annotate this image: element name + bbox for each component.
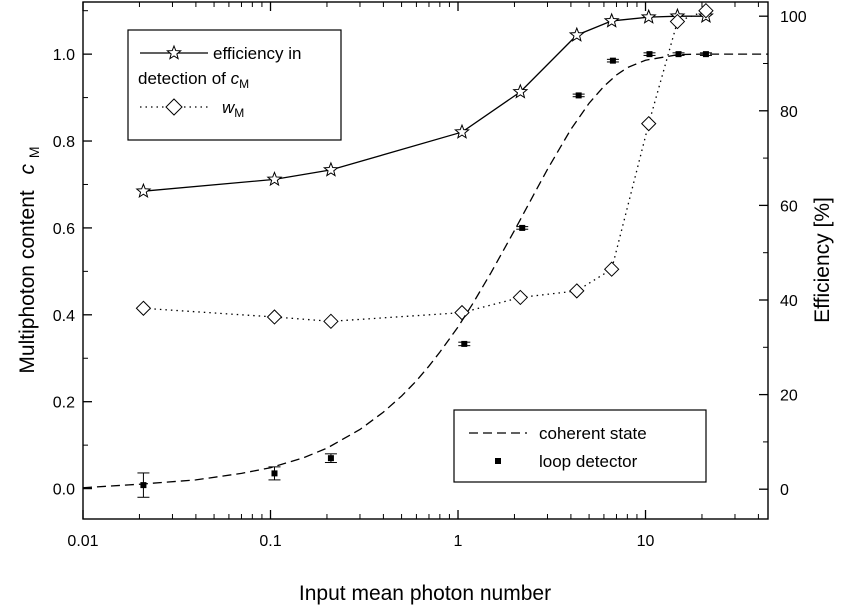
legend-efficiency-symbol: c — [231, 69, 240, 88]
y-right-tick-label: 0 — [780, 482, 789, 499]
y-right-axis-title: Efficiency [%] — [811, 197, 834, 323]
point-efficiency — [454, 123, 470, 139]
y-left-title-text: Multiphoton content — [16, 190, 39, 373]
x-tick-label: 10 — [637, 533, 655, 550]
point-loop — [575, 92, 582, 99]
legend-wm-symbol: w — [222, 98, 236, 117]
legend-loop-marker — [495, 458, 501, 464]
y-left-tick-label: 0.6 — [53, 221, 75, 238]
plot-frame — [82, 1, 769, 520]
series-line-coherent — [82, 53, 768, 489]
point-loop — [646, 51, 653, 58]
legend-wm-label: wM — [222, 98, 244, 120]
legend-bottom-right-box — [453, 409, 707, 483]
legend-efficiency-subscript: M — [239, 77, 249, 91]
point-w_m — [698, 2, 714, 19]
point-w_m — [641, 115, 657, 132]
x-tick-label: 0.1 — [259, 533, 281, 550]
point-w_m — [512, 289, 529, 306]
legend-efficiency-label2: detection of — [138, 69, 231, 88]
point-loop — [271, 470, 278, 477]
y-left-title-symbol: c — [16, 163, 39, 174]
series-line-efficiency — [143, 15, 706, 192]
point-loop — [702, 51, 709, 58]
point-efficiency — [603, 12, 620, 28]
point-w_m — [569, 283, 585, 299]
point-efficiency — [512, 83, 529, 99]
y-right-title-text: Efficiency [%] — [811, 197, 834, 323]
y-left-axis-title: Multiphoton content c M — [16, 146, 42, 373]
x-axis-title: Input mean photon number — [299, 582, 551, 605]
y-left-tick-label: 0.4 — [53, 308, 75, 325]
y-right-tick-label: 60 — [780, 198, 798, 215]
point-loop — [140, 482, 147, 489]
y-left-tick-label: 1.0 — [53, 47, 75, 64]
y-right-tick-label: 20 — [780, 388, 798, 405]
point-w_m — [669, 13, 686, 30]
y-right-tick-label: 80 — [780, 104, 798, 121]
point-w_m — [266, 309, 283, 325]
y-right-tick-label: 100 — [780, 9, 807, 26]
point-efficiency — [568, 26, 585, 42]
legend-wm-subscript: M — [234, 106, 244, 120]
series-layer — [82, 2, 768, 498]
point-w_m — [135, 300, 152, 316]
y-left-title-subscript: M — [26, 146, 42, 158]
legend-coherent-label: coherent state — [539, 424, 647, 443]
point-w_m — [454, 304, 470, 321]
series-line-w_m — [143, 10, 707, 322]
legend-efficiency-label-line2: detection of cM — [138, 69, 249, 91]
point-w_m — [603, 261, 620, 277]
legend-wm-marker — [165, 98, 183, 116]
point-loop — [675, 51, 682, 58]
point-loop — [519, 224, 526, 231]
legend-efficiency-label: efficiency in — [213, 44, 302, 63]
point-loop — [609, 57, 616, 64]
x-tick-label: 0.01 — [67, 533, 98, 550]
point-loop — [461, 340, 468, 347]
legend-efficiency-marker — [166, 44, 182, 60]
y-left-tick-label: 0.8 — [53, 134, 75, 151]
legend-bottom-right: coherent state loop detector — [453, 409, 707, 483]
point-efficiency — [640, 8, 657, 24]
point-efficiency — [322, 161, 339, 177]
x-tick-label: 1 — [454, 533, 463, 550]
point-loop — [327, 455, 334, 462]
point-efficiency — [135, 182, 152, 198]
svg-text:Multiphoton content c: Multiphoton content c M — [16, 146, 42, 373]
point-w_m — [323, 313, 339, 330]
point-efficiency — [266, 170, 283, 187]
y-left-tick-label: 0.0 — [53, 482, 75, 499]
ticks-layer: 0.01 0.1 1 10 0.0 0.2 0.4 0.6 0.8 1.0 0 20 40 60 80 100 — [53, 2, 807, 550]
y-right-tick-label: 40 — [780, 293, 798, 310]
legend-loop-label: loop detector — [539, 452, 638, 471]
legend-top-left-box — [127, 29, 342, 141]
legend-top-left: efficiency in detection of cM wM — [127, 29, 342, 141]
y-left-tick-label: 0.2 — [53, 395, 75, 412]
